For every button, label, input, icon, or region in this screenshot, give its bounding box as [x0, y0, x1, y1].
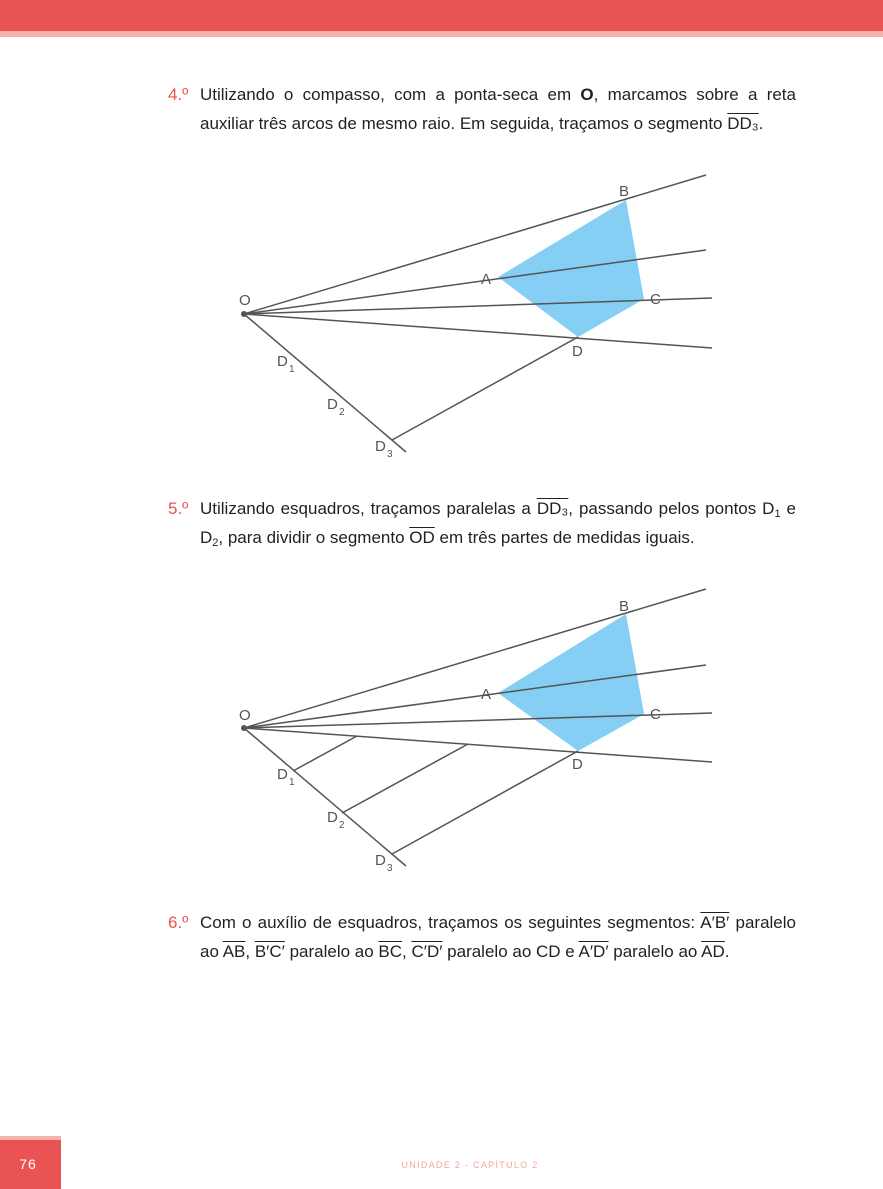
step-text: Utilizando esquadros, traçamos paralelas…: [200, 494, 796, 552]
text-run: e D: [200, 499, 796, 547]
label-d3-sub: 3: [387, 863, 393, 874]
segment-label: BC: [378, 942, 403, 961]
point-o: [241, 311, 247, 317]
text-run: Utilizando esquadros, traçamos paralelas…: [200, 499, 537, 518]
text-run: .: [724, 942, 730, 961]
label-a: A: [481, 271, 491, 288]
segment-label: A′B′: [700, 913, 730, 932]
text-run: paralelo ao: [284, 942, 379, 961]
step-number: 4.º: [168, 85, 189, 104]
label-d1: D: [277, 766, 288, 783]
label-a: A: [481, 686, 491, 703]
segment-label: OD: [409, 528, 435, 547]
label-c: C: [650, 291, 661, 308]
text-run: paralelo ao: [200, 913, 796, 961]
figure-step-5: O B A C D D 1 D 2 D 3: [239, 588, 713, 874]
label-d1-sub: 1: [289, 777, 295, 788]
page-number: 76: [19, 1156, 37, 1172]
segment-label: B′C′: [254, 942, 285, 961]
segment-label: A′D′: [578, 942, 609, 961]
auxiliary-line: [243, 313, 407, 453]
quadrilateral-abcd: [498, 614, 644, 751]
page-number-box: [0, 1140, 61, 1189]
step-6: 6.º Com o auxílio de esquadros, traçamos…: [168, 908, 796, 966]
ray-oc: [243, 712, 713, 729]
text-run: , para dividir o segmento: [218, 528, 410, 547]
label-c: C: [650, 706, 661, 723]
label-b: B: [619, 598, 629, 615]
header-stripe: [0, 31, 883, 37]
step-number: 6.º: [168, 913, 189, 932]
parallel-d1: [292, 735, 358, 772]
label-d3-sub: 3: [387, 449, 393, 460]
label-d: D: [572, 343, 583, 360]
label-d3: D: [375, 852, 386, 869]
ray-od: [243, 313, 713, 349]
text-run: paralelo ao: [608, 942, 702, 961]
subscript: 1: [774, 508, 781, 520]
footer-chapter: UNIDADE 2 - CAPÍTULO 2: [401, 1160, 539, 1170]
text-run: Com o auxílio de esquadros, traçamos os …: [200, 913, 701, 932]
label-o: O: [239, 707, 251, 724]
label-d3: D: [375, 438, 386, 455]
ray-oc: [243, 297, 713, 315]
text-run: em três partes de medidas iguais.: [434, 528, 695, 547]
ray-ob: [243, 174, 707, 315]
label-o: O: [239, 292, 251, 309]
segment-label: AB: [222, 942, 246, 961]
step-text: Utilizando o compasso, com a ponta-seca …: [200, 80, 796, 138]
point-o: [241, 725, 247, 731]
label-d: D: [572, 756, 583, 773]
subscript: 2: [212, 537, 219, 549]
label-b: B: [619, 183, 629, 200]
text-run: Utilizando o compasso, com a ponta-seca …: [200, 85, 581, 104]
text-run: ,: [245, 942, 255, 961]
auxiliary-line: [243, 727, 407, 867]
step-4: 4.º Utilizando o compasso, com a ponta-s…: [168, 80, 796, 138]
text-run: , marcamos sobre a reta auxiliar três ar…: [200, 85, 796, 133]
segment-label: DD₃: [727, 114, 759, 133]
segment-dd3: [391, 336, 579, 441]
step-number: 5.º: [168, 499, 189, 518]
point-label: O: [580, 85, 594, 104]
figure-step-4: O B A C D D 1 D 2 D 3: [239, 174, 713, 460]
segment-label: AD: [701, 942, 725, 961]
ray-ob: [243, 588, 707, 729]
label-d2: D: [327, 396, 338, 413]
parallel-d2: [341, 743, 469, 814]
ray-oa: [243, 664, 707, 729]
ray-oa: [243, 249, 707, 315]
label-d2-sub: 2: [339, 820, 345, 831]
label-d2-sub: 2: [339, 407, 345, 418]
text-run: , passando pelos pontos D: [568, 499, 775, 518]
segment-label: DD₃: [536, 499, 569, 518]
text-run: paralelo ao CD e: [442, 942, 579, 961]
ray-od: [243, 727, 713, 763]
label-d1: D: [277, 353, 288, 370]
page-number-stripe: [0, 1136, 61, 1140]
header-bar: [0, 0, 883, 31]
step-5: 5.º Utilizando esquadros, traçamos paral…: [168, 494, 796, 552]
text-run: ,: [402, 942, 412, 961]
text-run: .: [758, 114, 764, 133]
step-text: Com o auxílio de esquadros, traçamos os …: [200, 908, 796, 966]
label-d1-sub: 1: [289, 364, 295, 375]
label-d2: D: [327, 809, 338, 826]
segment-dd3: [391, 750, 579, 855]
segment-label: C′D′: [411, 942, 443, 961]
